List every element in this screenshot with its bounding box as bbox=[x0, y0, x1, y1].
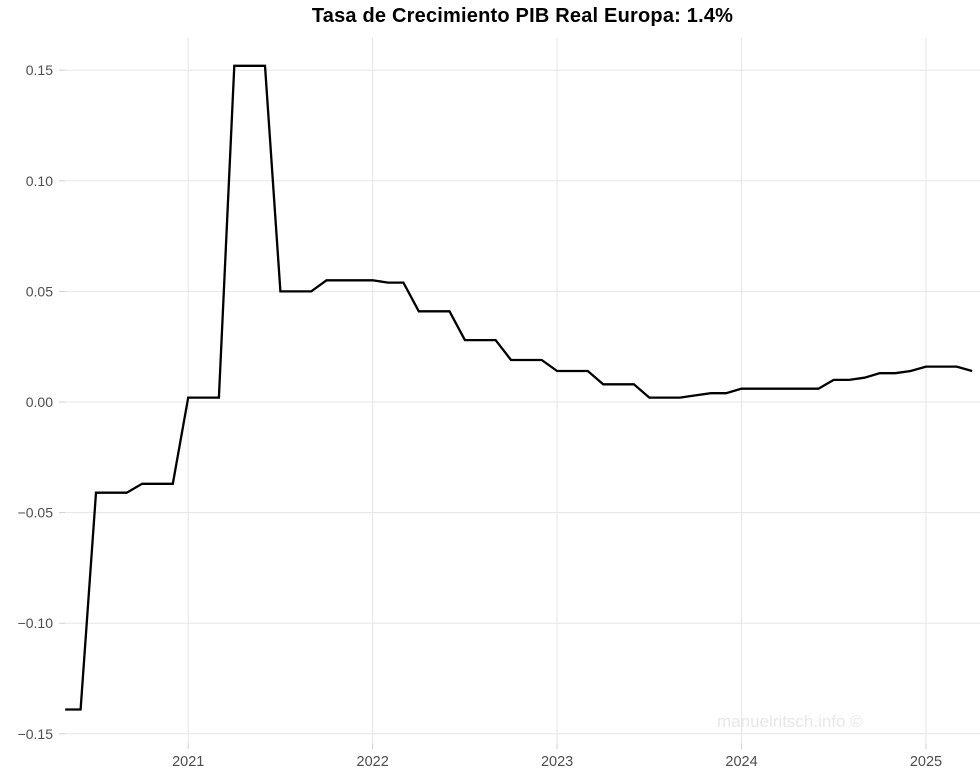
watermark-text: manuelritsch.info © bbox=[717, 712, 863, 731]
chart-title: Tasa de Crecimiento PIB Real Europa: 1.4… bbox=[311, 5, 734, 27]
x-tick-label: 2021 bbox=[172, 754, 204, 770]
x-tick-label: 2025 bbox=[910, 754, 942, 770]
x-tick-label: 2024 bbox=[725, 754, 757, 770]
data-series bbox=[65, 64, 973, 711]
y-tick-label: −0.10 bbox=[18, 615, 54, 631]
x-tick-label: 2022 bbox=[357, 754, 389, 770]
y-tick-label: −0.15 bbox=[18, 726, 54, 742]
y-tick-label: 0.00 bbox=[26, 394, 53, 410]
x-tick-label: 2023 bbox=[541, 754, 573, 770]
grid-lines bbox=[65, 38, 980, 744]
y-tick-label: 0.10 bbox=[26, 173, 53, 189]
x-axis-labels: 2021 2022 2023 2024 2025 bbox=[172, 754, 942, 770]
axis-ticks bbox=[59, 69, 927, 749]
y-tick-label: 0.05 bbox=[26, 283, 53, 299]
gdp-growth-series-line bbox=[65, 64, 973, 711]
y-axis-labels: 0.15 0.10 0.05 0.00 −0.05 −0.10 −0.15 bbox=[18, 62, 54, 742]
y-tick-label: 0.15 bbox=[26, 62, 53, 78]
y-tick-label: −0.05 bbox=[18, 505, 54, 521]
